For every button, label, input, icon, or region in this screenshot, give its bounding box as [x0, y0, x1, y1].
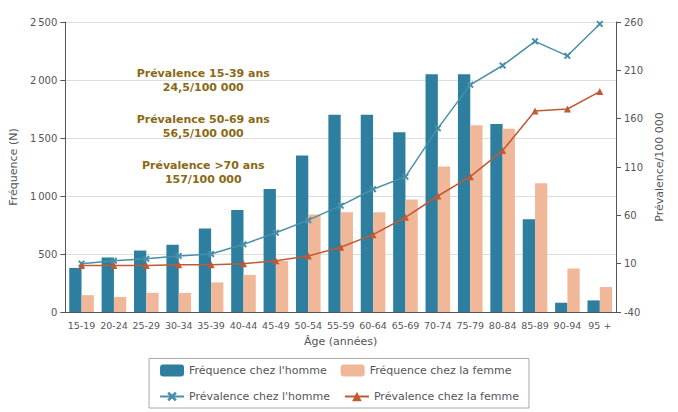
svg-text:60: 60: [624, 210, 637, 221]
svg-text:20-24: 20-24: [100, 320, 128, 331]
svg-text:15-19: 15-19: [68, 320, 96, 331]
svg-text:2 500: 2 500: [30, 17, 57, 28]
svg-text:500: 500: [38, 249, 57, 260]
svg-text:75-79: 75-79: [456, 320, 484, 331]
svg-text:160: 160: [624, 113, 643, 124]
svg-text:35-39: 35-39: [197, 320, 225, 331]
svg-text:85-89: 85-89: [521, 320, 549, 331]
svg-text:40-44: 40-44: [230, 320, 258, 331]
svg-text:80-84: 80-84: [489, 320, 517, 331]
svg-text:Fréquence (N): Fréquence (N): [7, 128, 20, 205]
svg-text:1 500: 1 500: [30, 133, 57, 144]
svg-text:Prévalence chez l'homme: Prévalence chez l'homme: [189, 390, 330, 403]
svg-text:Prévalence chez la femme: Prévalence chez la femme: [374, 390, 519, 403]
svg-text:210: 210: [624, 65, 643, 76]
svg-text:65-69: 65-69: [392, 320, 420, 331]
svg-text:157/100 000: 157/100 000: [165, 173, 242, 186]
svg-text:Prévalence 15-39 ans: Prévalence 15-39 ans: [137, 67, 271, 80]
svg-text:Prévalence >70 ans: Prévalence >70 ans: [142, 159, 265, 172]
svg-text:Prévalence/100 000: Prévalence/100 000: [653, 112, 666, 222]
svg-text:45-49: 45-49: [262, 320, 290, 331]
svg-text:Fréquence chez la femme: Fréquence chez la femme: [370, 364, 512, 377]
svg-text:2 000: 2 000: [30, 75, 57, 86]
svg-text:95 +: 95 +: [588, 320, 611, 331]
svg-text:24,5/100 000: 24,5/100 000: [163, 81, 244, 94]
svg-text:1 000: 1 000: [30, 191, 57, 202]
svg-text:Âge (années): Âge (années): [304, 335, 377, 348]
svg-text:110: 110: [624, 162, 643, 173]
svg-text:Prévalence 50-69 ans: Prévalence 50-69 ans: [137, 113, 271, 126]
svg-text:-40: -40: [624, 307, 640, 318]
svg-text:90-94: 90-94: [554, 320, 582, 331]
svg-text:70-74: 70-74: [424, 320, 452, 331]
svg-text:0: 0: [51, 307, 57, 318]
svg-text:Fréquence chez l'homme: Fréquence chez l'homme: [189, 364, 327, 377]
svg-text:30-34: 30-34: [165, 320, 193, 331]
svg-text:10: 10: [624, 258, 637, 269]
svg-text:25-29: 25-29: [133, 320, 161, 331]
svg-text:60-64: 60-64: [359, 320, 387, 331]
svg-text:55-59: 55-59: [327, 320, 355, 331]
svg-text:260: 260: [624, 17, 643, 28]
svg-text:50-54: 50-54: [294, 320, 322, 331]
svg-text:56,5/100 000: 56,5/100 000: [163, 127, 244, 140]
